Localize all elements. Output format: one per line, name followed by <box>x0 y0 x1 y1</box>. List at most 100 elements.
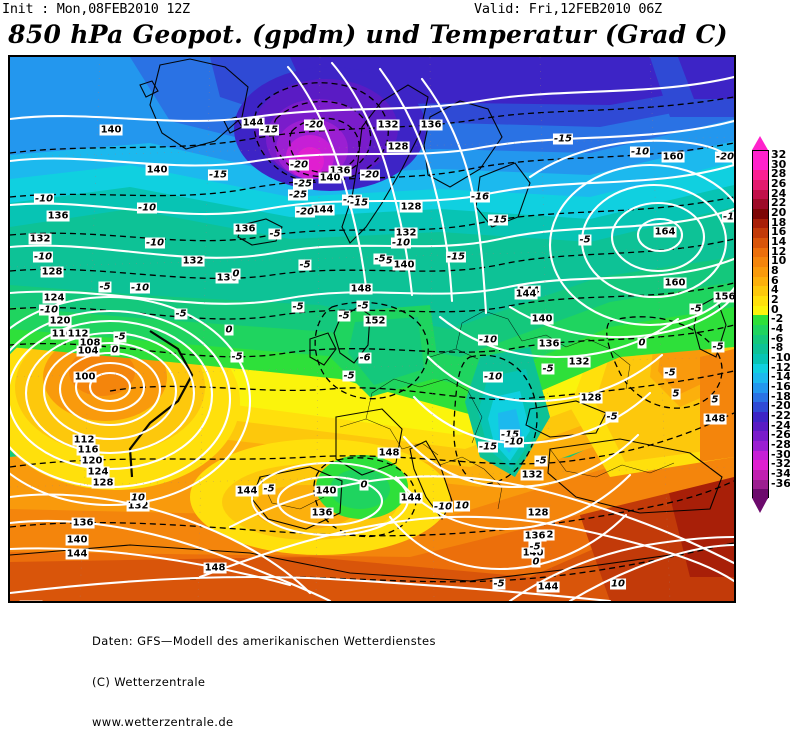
colorbar-band <box>753 325 768 336</box>
colorbar-tick: -2 <box>771 312 784 326</box>
geopotential-contour-label: 144 <box>399 492 423 504</box>
colorbar-tick: -12 <box>771 360 790 374</box>
temperature-contour-label: -20 <box>288 159 310 171</box>
temperature-contour-label: -5 <box>230 351 244 363</box>
geopotential-contour-label: 136 <box>71 517 95 529</box>
temperature-contour-label: -10 <box>503 436 525 448</box>
colorbar-tick: 18 <box>771 215 787 229</box>
temperature-contour-label: -5 <box>291 301 305 313</box>
temperature-contour-label: -5 <box>689 303 703 315</box>
colorbar-tick: -32 <box>771 457 790 471</box>
colorbar-tick: 30 <box>771 157 787 171</box>
temperature-contour-label: -15 <box>348 197 370 209</box>
colorbar-band <box>753 421 768 432</box>
colorbar-tick: 24 <box>771 186 787 200</box>
temperature-contour-label: -6 <box>358 352 372 364</box>
geopotential-contour-label: 144 <box>241 117 265 129</box>
temperature-contour-label: -15 <box>552 133 574 145</box>
geopotential-contour-label: 164 <box>653 226 677 238</box>
geopotential-contour-label: 144 <box>536 581 560 593</box>
temperature-contour-label: -5 <box>298 259 312 271</box>
colorbar-tick: 12 <box>771 244 787 258</box>
temperature-contour-label: -5 <box>528 541 542 553</box>
colorbar-band <box>753 344 768 355</box>
temperature-contour-label: -5 <box>356 300 370 312</box>
temperature-contour-label: -5 <box>605 411 619 423</box>
temperature-contour-label: -10 <box>33 193 55 205</box>
colorbar-band <box>753 209 768 220</box>
colorbar-band <box>753 470 768 481</box>
colorbar-band <box>753 247 768 258</box>
colorbar-bands <box>752 150 769 500</box>
geopotential-contour-label: 136 <box>419 119 443 131</box>
temperature-contour-label: -5 <box>342 370 356 382</box>
colorbar-band <box>753 296 768 307</box>
colorbar-band <box>753 402 768 413</box>
colorbar-band <box>753 218 768 229</box>
temperature-contour-label: -20 <box>359 169 381 181</box>
geopotential-contour-label: 148 <box>703 413 727 425</box>
colorbar-tick: -8 <box>771 341 784 355</box>
geopotential-contour-label: 140 <box>521 547 545 559</box>
footer-line-url[interactable]: www.wetterzentrale.de <box>92 715 234 729</box>
geopotential-contour-label: 144 <box>65 548 89 560</box>
colorbar-tick: -18 <box>771 389 790 403</box>
temperature-contour-label: -10 <box>482 371 504 383</box>
temperature-contour-label: -5 <box>113 331 127 343</box>
temperature-contour-label: -5 <box>541 363 555 375</box>
colorbar-tick: -14 <box>771 370 790 384</box>
colorbar-band <box>753 412 768 423</box>
colorbar-tick: -10 <box>771 350 790 364</box>
colorbar-tick: 6 <box>771 273 779 287</box>
geopotential-contour-label: 100 <box>73 371 97 383</box>
colorbar-band <box>753 363 768 374</box>
temperature-contour-label: 0 <box>110 344 120 356</box>
colorbar-band <box>753 305 768 316</box>
geopotential-contour-label: 128 <box>40 266 64 278</box>
temperature-contour-label: 0 <box>231 268 241 280</box>
temperature-contour-label: -5 <box>373 253 387 265</box>
colorbar-band <box>753 286 768 297</box>
geopotential-contour-label: 152 <box>363 315 387 327</box>
geopotential-contour-label: 128 <box>91 477 115 489</box>
colorbar-tick: 14 <box>771 234 787 248</box>
geopotential-contour-label: 116 <box>50 328 74 340</box>
geopotential-contour-label: 140 <box>530 313 554 325</box>
colorbar-tick: 20 <box>771 205 787 219</box>
geopotential-contour-label: 144 <box>311 204 335 216</box>
colorbar-tick: -6 <box>771 331 784 345</box>
geopotential-contour-label: 148 <box>349 283 373 295</box>
colorbar-band <box>753 383 768 394</box>
weather-map[interactable]: 140 144 132 136 128 136 160 140 136 140 144 128 136 1… <box>8 55 736 603</box>
geopotential-contour-label: 124 <box>42 292 66 304</box>
geopotential-contour-label: 132 <box>394 227 418 239</box>
temperature-contour-label: 10 <box>610 578 626 590</box>
temperature-contour-label: -20 <box>294 206 316 218</box>
colorbar-band <box>753 180 768 191</box>
geopotential-contour-label: 140 <box>318 172 342 184</box>
temperature-contour-label: -15 <box>207 169 229 181</box>
temperature-contour-label: 10 <box>130 492 146 504</box>
colorbar-tick: -20 <box>771 399 790 413</box>
temperature-contour-label: -15 <box>258 124 280 136</box>
colorbar-tick: 32 <box>771 147 787 161</box>
colorbar-band <box>753 373 768 384</box>
temperature-contour-label: -5 <box>534 455 548 467</box>
temperature-contour-label: -10 <box>136 202 158 214</box>
geopotential-contour-label: 140 <box>145 164 169 176</box>
colorbar-tick: -26 <box>771 428 790 442</box>
page-title: 850 hPa Geopot. (gpdm) und Temperatur (G… <box>8 20 728 49</box>
geopotential-contour-label: 136 <box>523 530 547 542</box>
temperature-contour-label: -10 <box>32 251 54 263</box>
temperature-contour-label: -5 <box>174 308 188 320</box>
colorbar-band <box>753 392 768 403</box>
geopotential-contour-label: 140 <box>392 259 416 271</box>
temperature-contour-label: 0 <box>637 337 647 349</box>
geopotential-contour-label: 104 <box>76 345 100 357</box>
temperature-contour-label: -20 <box>303 119 325 131</box>
geopotential-contour-label: 120 <box>80 455 104 467</box>
colorbar-band <box>753 450 768 461</box>
geopotential-contour-label: 156 <box>713 291 736 303</box>
colorbar-band <box>753 334 768 345</box>
map-canvas <box>10 57 734 601</box>
